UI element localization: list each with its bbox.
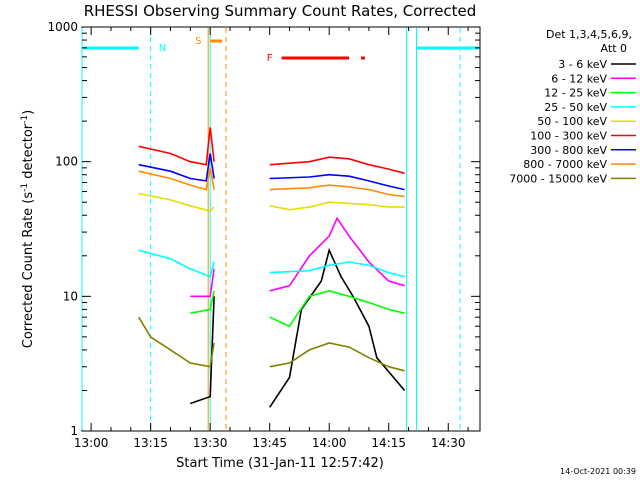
y-axis-ticks: 1 10 100 1000	[47, 20, 480, 438]
legend-label: 25 - 50 keV	[544, 101, 607, 114]
series-line	[269, 173, 405, 191]
series-line	[190, 296, 215, 405]
footer-timestamp: 14-Oct-2021 00:39	[560, 467, 636, 476]
y-tick-label: 100	[55, 155, 78, 169]
legend-label: 300 - 800 keV	[530, 144, 607, 157]
legend-header-line2: Att 0	[601, 42, 627, 55]
flare-label: F	[267, 53, 273, 64]
x-tick-label: 13:30	[193, 436, 228, 450]
y-tick-label: 1000	[47, 20, 78, 34]
x-tick-label: 14:15	[371, 436, 406, 450]
series-line	[138, 249, 215, 278]
series-line	[138, 127, 215, 166]
y-axis-label: Corrected Count Rate (s-1 detector-1)	[20, 110, 36, 348]
y-tick-label: 1	[70, 424, 78, 438]
series-line	[138, 192, 215, 212]
x-axis-ticks: 13:00 13:15 13:30 13:45 14:00 14:15 14:30	[74, 27, 469, 450]
y-axis-label-end: )	[21, 110, 36, 115]
x-tick-label: 13:15	[133, 436, 168, 450]
plot-frame	[81, 26, 481, 432]
y-axis-label-mid: detector	[21, 123, 36, 183]
x-axis-label: Start Time (31-Jan-11 12:57:42)	[176, 456, 384, 471]
series-line	[190, 268, 215, 298]
y-axis-label-main: Corrected Count Rate (s	[21, 192, 36, 349]
y-axis-label-sup2: -1	[20, 115, 30, 124]
observing-intervals: N S F	[81, 28, 479, 430]
y-axis-label-sup1: -1	[20, 183, 30, 192]
series-line	[269, 342, 405, 372]
series-group	[138, 127, 406, 408]
series-line	[138, 153, 215, 182]
y-tick-label: 10	[63, 289, 78, 303]
series-line	[269, 156, 405, 175]
series-line	[269, 261, 405, 278]
legend-label: 7000 - 15000 keV	[509, 172, 607, 185]
legend-header-line1: Det 1,3,4,5,6,9,	[546, 28, 632, 41]
x-tick-label: 13:45	[252, 436, 287, 450]
x-tick-label: 14:00	[312, 436, 347, 450]
series-line	[269, 184, 405, 198]
x-tick-label: 14:30	[431, 436, 466, 450]
legend-label: 100 - 300 keV	[530, 130, 607, 143]
legend-label: 50 - 100 keV	[537, 115, 607, 128]
legend-label: 12 - 25 keV	[544, 87, 607, 100]
series-line	[269, 289, 405, 328]
chart-title: RHESSI Observing Summary Count Rates, Co…	[84, 2, 477, 20]
series-line	[269, 247, 406, 408]
series-line	[190, 290, 215, 314]
series-line	[269, 201, 405, 211]
saa-label: S	[195, 36, 201, 47]
series-line	[138, 316, 215, 368]
legend-label: 800 - 7000 keV	[523, 158, 607, 171]
x-tick-label: 13:00	[74, 436, 109, 450]
night-label: N	[159, 43, 166, 54]
legend-label: 6 - 12 keV	[551, 72, 607, 85]
series-line	[269, 216, 405, 292]
legend-label: 3 - 6 keV	[558, 58, 607, 71]
series-line	[138, 167, 215, 191]
